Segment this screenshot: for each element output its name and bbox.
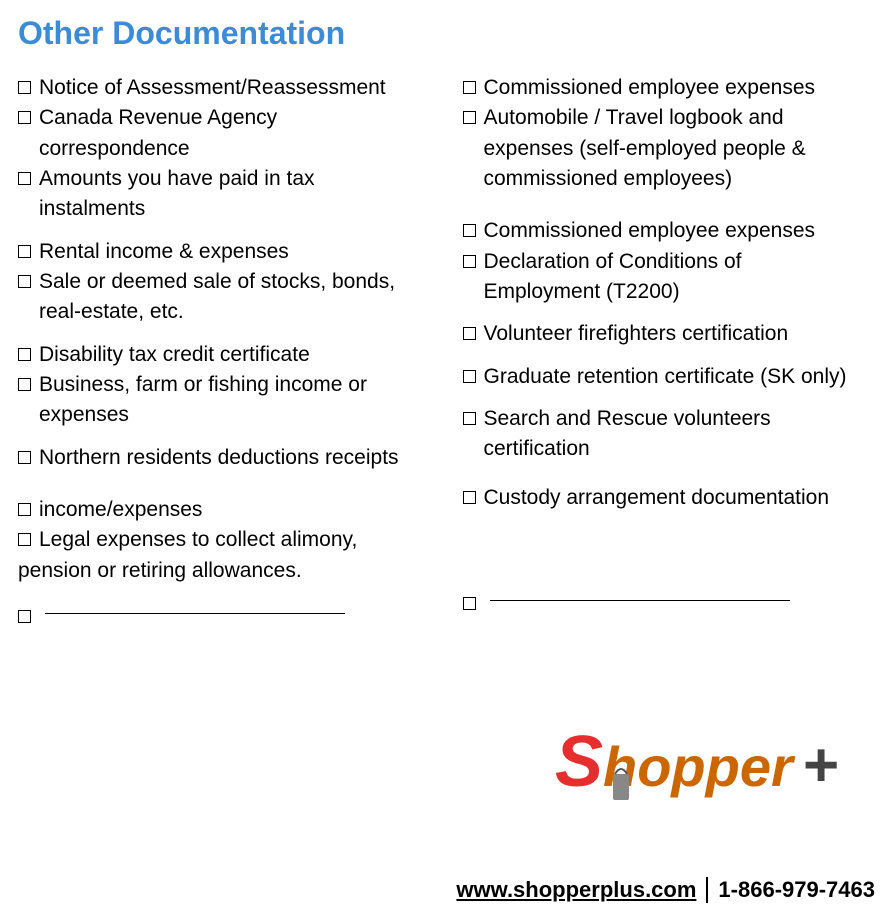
check-item: Search and Rescue volunteers (463, 405, 878, 433)
checkbox-icon (463, 412, 476, 425)
item-text: Rental income & expenses (39, 238, 433, 266)
item-text: Graduate retention certificate (SK only) (484, 363, 878, 391)
item-cont: correspondence (18, 135, 433, 163)
item-text: Commissioned employee expenses (484, 74, 878, 102)
item-text: Notice of Assessment/Reassessment (39, 74, 433, 102)
item-text: correspondence (39, 135, 433, 163)
check-item: Declaration of Conditions of (463, 248, 878, 276)
checkbox-icon (463, 327, 476, 340)
item-text: Disability tax credit certificate (39, 341, 433, 369)
right-column: Commissioned employee expenses Automobil… (463, 74, 878, 623)
item-text: Declaration of Conditions of (484, 248, 878, 276)
footer-url[interactable]: www.shopperplus.com (456, 877, 696, 903)
check-item: Northern residents deductions receipts (18, 444, 433, 472)
footer: www.shopperplus.com 1-866-979-7463 (456, 877, 875, 903)
item-text: Employment (T2200) (484, 278, 878, 306)
item-text: Custody arrangement documentation (484, 484, 878, 512)
checkbox-icon (18, 378, 31, 391)
checkbox-icon (463, 597, 476, 610)
item-text: Sale or deemed sale of stocks, bonds, (39, 268, 433, 296)
check-item: Rental income & expenses (18, 238, 433, 266)
logo: S hopper + (555, 716, 855, 831)
checkbox-icon (463, 81, 476, 94)
item-text: Canada Revenue Agency (39, 104, 433, 132)
check-item: Sale or deemed sale of stocks, bonds, (18, 268, 433, 296)
item-text: pension or retiring allowances. (18, 557, 433, 585)
check-item: Volunteer firefighters certification (463, 320, 878, 348)
item-text: expenses (39, 401, 433, 429)
item-text: expenses (self-employed people & (484, 135, 878, 163)
checkbox-icon (18, 245, 31, 258)
item-text: Volunteer firefighters certification (484, 320, 878, 348)
check-item: Graduate retention certificate (SK only) (463, 363, 878, 391)
item-text: Commissioned employee expenses (484, 217, 878, 245)
checkbox-icon (463, 224, 476, 237)
item-text: instalments (39, 195, 433, 223)
checkbox-icon (463, 111, 476, 124)
item-cont: instalments (18, 195, 433, 223)
check-item: Commissioned employee expenses (463, 217, 878, 245)
item-cont: expenses (self-employed people & (463, 135, 878, 163)
blank-line (45, 613, 345, 614)
checkbox-icon (18, 348, 31, 361)
item-text: certification (484, 435, 878, 463)
item-cont: pension or retiring allowances. (18, 557, 433, 585)
item-cont: Employment (T2200) (463, 278, 878, 306)
check-item: Canada Revenue Agency (18, 104, 433, 132)
checkbox-icon (18, 610, 31, 623)
check-item: Disability tax credit certificate (18, 341, 433, 369)
shopper-logo-icon: S hopper + (555, 716, 855, 826)
blank-line (490, 600, 790, 601)
check-item: Business, farm or fishing income or (18, 371, 433, 399)
item-text: Amounts you have paid in tax (39, 165, 433, 193)
checkbox-icon (463, 491, 476, 504)
item-text: Automobile / Travel logbook and (484, 104, 878, 132)
check-item: Legal expenses to collect alimony, (18, 526, 433, 554)
item-cont: real-estate, etc. (18, 298, 433, 326)
check-item: Amounts you have paid in tax (18, 165, 433, 193)
item-text: Legal expenses to collect alimony, (39, 526, 433, 554)
footer-divider (706, 877, 708, 903)
checkbox-icon (18, 533, 31, 546)
item-text: Business, farm or fishing income or (39, 371, 433, 399)
footer-phone: 1-866-979-7463 (718, 877, 875, 903)
item-text: Northern residents deductions receipts (39, 444, 433, 472)
item-cont: certification (463, 435, 878, 463)
check-item: Automobile / Travel logbook and (463, 104, 878, 132)
blank-write-in (463, 590, 878, 610)
page-title: Other Documentation (18, 15, 877, 52)
checkbox-icon (18, 451, 31, 464)
left-column: Notice of Assessment/Reassessment Canada… (18, 74, 433, 623)
checkbox-icon (463, 370, 476, 383)
blank-write-in (18, 603, 433, 623)
check-item: Custody arrangement documentation (463, 484, 878, 512)
svg-text:+: + (803, 731, 839, 800)
item-cont: commissioned employees) (463, 165, 878, 193)
item-text: Search and Rescue volunteers (484, 405, 878, 433)
item-text: commissioned employees) (484, 165, 878, 193)
checkbox-icon (18, 111, 31, 124)
checkbox-icon (463, 255, 476, 268)
content-columns: Notice of Assessment/Reassessment Canada… (18, 74, 877, 623)
item-text: real-estate, etc. (39, 298, 433, 326)
check-item: Notice of Assessment/Reassessment (18, 74, 433, 102)
svg-text:hopper: hopper (603, 735, 796, 798)
checkbox-icon (18, 503, 31, 516)
checkbox-icon (18, 275, 31, 288)
item-text: income/expenses (39, 496, 433, 524)
checkbox-icon (18, 81, 31, 94)
item-cont: expenses (18, 401, 433, 429)
checkbox-icon (18, 172, 31, 185)
svg-text:S: S (555, 722, 603, 802)
check-item: Commissioned employee expenses (463, 74, 878, 102)
check-item: income/expenses (18, 496, 433, 524)
